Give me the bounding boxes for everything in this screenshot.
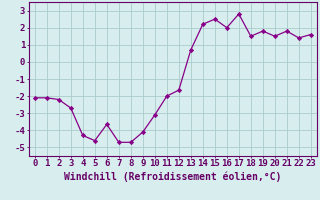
X-axis label: Windchill (Refroidissement éolien,°C): Windchill (Refroidissement éolien,°C) xyxy=(64,171,282,182)
